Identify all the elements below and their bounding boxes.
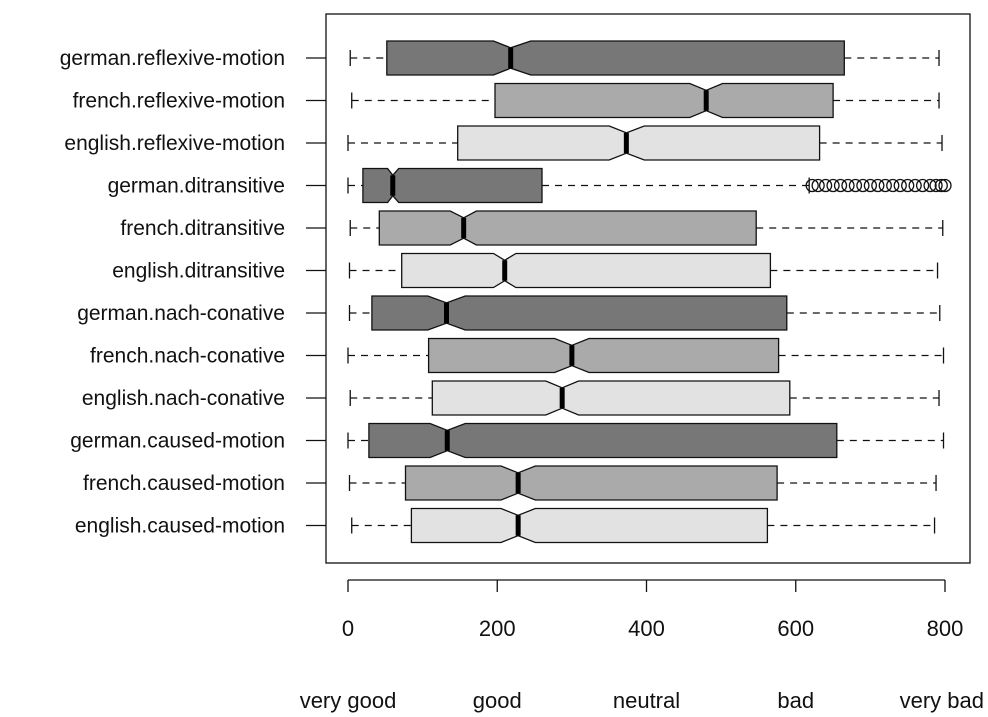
outlier-point — [908, 178, 922, 193]
x-tick-label: 800 — [927, 616, 964, 641]
box-body — [431, 380, 791, 416]
box-french-caused-motion — [348, 465, 937, 501]
y-tick-label: german.caused-motion — [70, 430, 285, 453]
outlier-point — [805, 178, 819, 193]
outlier-point — [871, 178, 885, 193]
box-body — [362, 167, 543, 204]
rating-scale-labels: very good good neutral bad very bad — [300, 688, 984, 713]
outlier-point — [923, 178, 937, 193]
box-french-ditransitive — [349, 210, 944, 246]
box-french-nach-conative — [347, 337, 945, 374]
box-german-reflexive-motion — [349, 40, 940, 76]
box-body — [371, 295, 788, 331]
box-english-reflexive-motion — [347, 125, 943, 161]
y-tick-label: english.nach-conative — [82, 387, 285, 410]
scale-label: very bad — [900, 688, 984, 713]
scale-label: good — [473, 688, 522, 713]
outlier-point — [878, 178, 892, 193]
box-english-caused-motion — [351, 507, 936, 544]
box-body — [427, 337, 780, 374]
y-tick-label: french.nach-conative — [90, 345, 285, 368]
plot-frame — [325, 13, 971, 564]
y-tick-label: german.reflexive-motion — [60, 47, 285, 70]
box-german-nach-conative — [348, 295, 941, 331]
outlier-point — [818, 178, 833, 193]
y-tick-label: english.caused-motion — [75, 515, 285, 538]
box-body — [494, 82, 834, 119]
box-german-ditransitive — [347, 167, 952, 204]
box-body — [457, 125, 821, 161]
x-tick-label: 200 — [479, 616, 516, 641]
outlier-point — [811, 178, 825, 193]
scale-label: neutral — [613, 688, 680, 713]
box-english-nach-conative — [349, 380, 940, 416]
outlier-point — [848, 178, 863, 193]
y-tick-label: french.reflexive-motion — [73, 90, 285, 113]
y-tick-label: french.ditransitive — [120, 217, 285, 240]
x-tick-label: 600 — [777, 616, 814, 641]
box-body — [368, 422, 838, 459]
y-tick-label: french.caused-motion — [83, 472, 285, 495]
scale-label: very good — [300, 688, 397, 713]
box-english-ditransitive — [348, 252, 939, 289]
box-body — [404, 465, 778, 501]
y-tick-label: german.nach-conative — [77, 302, 285, 325]
boxes — [347, 40, 952, 544]
outlier-point — [938, 178, 952, 193]
outlier-point — [934, 178, 948, 193]
outlier-point — [886, 178, 900, 193]
plot-frame-rect — [325, 13, 971, 564]
outlier-point — [856, 178, 870, 193]
y-tick-label: german.ditransitive — [108, 175, 285, 198]
scale-label: bad — [777, 688, 814, 713]
x-tick-label: 400 — [628, 616, 665, 641]
outlier-point — [929, 178, 943, 193]
outlier-point — [833, 178, 848, 193]
box-french-reflexive-motion — [351, 82, 940, 119]
x-tick-label: 0 — [342, 616, 354, 641]
box-body — [401, 252, 772, 289]
outlier-point — [893, 178, 907, 193]
box-body — [378, 210, 757, 246]
outlier-point — [901, 178, 915, 193]
y-tick-label: english.reflexive-motion — [64, 132, 285, 155]
box-body — [410, 507, 769, 544]
box-german-caused-motion — [347, 422, 945, 459]
y-axis-labels: german.reflexive-motion french.reflexive-… — [60, 47, 326, 538]
box-body — [386, 40, 845, 76]
y-tick-label: english.ditransitive — [112, 260, 285, 283]
outlier-point — [841, 178, 855, 193]
outlier-point — [863, 178, 878, 193]
outlier-point — [826, 178, 840, 193]
x-axis: 0 200 400 600 800 — [342, 579, 964, 641]
outlier-point — [915, 178, 930, 193]
